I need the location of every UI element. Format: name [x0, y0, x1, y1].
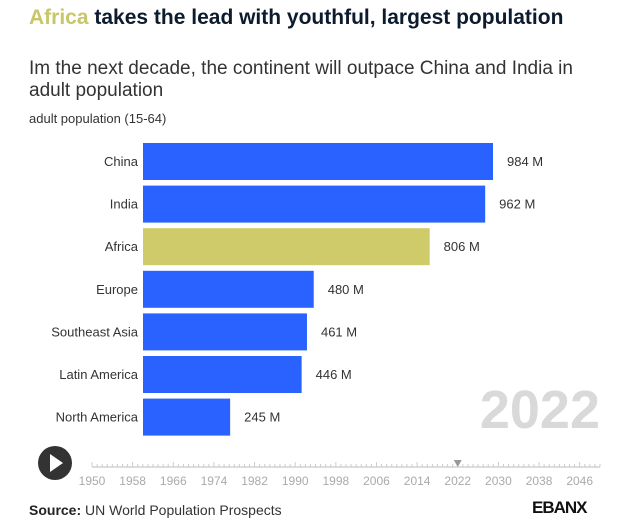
- bar-europe: [143, 270, 314, 308]
- timeline-tick-label: 1958: [119, 474, 146, 488]
- source: Source: UN World Population Prospects: [29, 502, 282, 518]
- value-label: 984 M: [507, 154, 543, 169]
- value-label: 962 M: [499, 197, 535, 212]
- value-label: 461 M: [321, 324, 357, 339]
- timeline-tick-label: 1966: [160, 474, 187, 488]
- category-label: India: [110, 197, 139, 212]
- year-watermark: 2022: [480, 380, 600, 440]
- category-label: Africa: [105, 239, 139, 254]
- timeline-tick-label: 2006: [363, 474, 390, 488]
- bar-latin-america: [143, 356, 302, 393]
- timeline-tick-label: 1950: [79, 474, 106, 488]
- timeline-tick-label: 1974: [201, 474, 228, 488]
- timeline-tick-label: 1998: [322, 474, 349, 488]
- title-rest: takes the lead with youthful, largest po…: [88, 6, 564, 29]
- unit-label: adult population (15-64): [29, 111, 167, 126]
- value-label: 480 M: [328, 282, 364, 297]
- value-label: 245 M: [244, 410, 280, 425]
- category-label: Europe: [96, 282, 138, 297]
- timeline-tick-label: 2046: [566, 474, 593, 488]
- value-label: 806 M: [444, 239, 480, 254]
- bar-china: [143, 143, 493, 180]
- category-label: North America: [56, 410, 139, 425]
- category-label: Southeast Asia: [51, 324, 138, 339]
- chart-title: Africa takes the lead with youthful, lar…: [29, 4, 589, 31]
- timeline-tick-label: 2038: [526, 474, 553, 488]
- timeline-handle[interactable]: [453, 460, 462, 467]
- timeline-tick-label: 2030: [485, 474, 512, 488]
- play-icon: [50, 454, 63, 472]
- category-label: Latin America: [59, 367, 139, 382]
- timeline-tick-label: 1982: [241, 474, 268, 488]
- category-label: China: [104, 154, 139, 169]
- bar-africa: [143, 228, 430, 266]
- title-highlight: Africa: [29, 6, 89, 29]
- bar-india: [143, 185, 486, 223]
- timeline-tick-label: 2014: [404, 474, 431, 488]
- source-text: UN World Population Prospects: [81, 502, 282, 518]
- value-label: 446 M: [316, 367, 352, 382]
- bar-southeast-asia: [143, 313, 307, 351]
- bar-north-america: [143, 398, 231, 436]
- timeline-tick-label: 1990: [282, 474, 309, 488]
- timeline-tick-label: 2022: [444, 474, 471, 488]
- ebanx-logo: EBANX: [532, 498, 588, 517]
- chart-subtitle: Im the next decade, the continent will o…: [29, 58, 573, 101]
- source-label: Source:: [29, 502, 82, 518]
